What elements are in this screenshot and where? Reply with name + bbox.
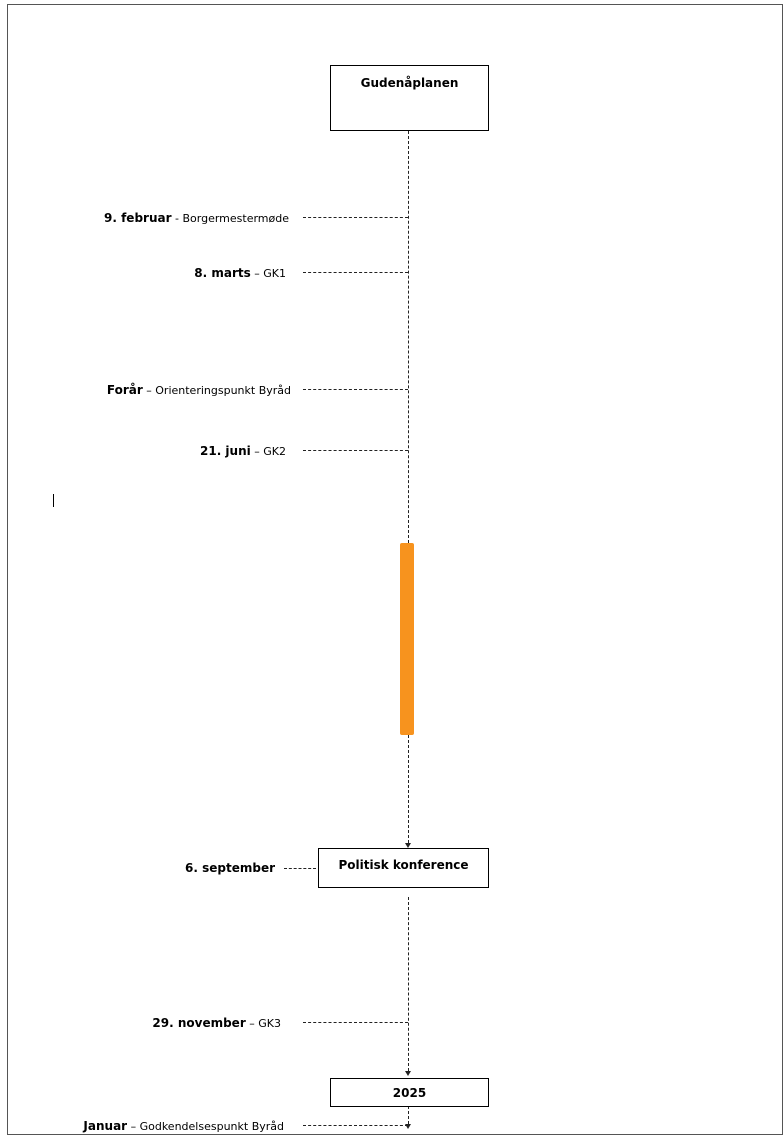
arrow-down-icon	[405, 843, 411, 848]
conference-box: Politisk konference	[318, 848, 489, 888]
event-label: 8. marts – GK1	[194, 266, 286, 280]
event-date: 8. marts	[194, 266, 251, 280]
event-label: 21. juni – GK2	[200, 444, 286, 458]
event-date: 21. juni	[200, 444, 251, 458]
event-separator: –	[250, 267, 264, 280]
timeline-line-top	[408, 131, 409, 543]
event-date: Forår	[106, 383, 143, 397]
timeline-line-lower	[408, 897, 409, 1071]
text-cursor	[53, 494, 54, 507]
highlight-bar	[400, 543, 414, 735]
event-text: GK2	[263, 445, 286, 458]
title-box-label: Gudenåplanen	[360, 76, 459, 90]
timeline-line-middle	[408, 735, 409, 843]
event-label: Januar – Godkendelsespunkt Byråd	[83, 1119, 284, 1133]
event-separator: –	[142, 384, 156, 397]
event-text: GK3	[258, 1017, 281, 1030]
event-date: 6. september	[185, 861, 275, 875]
event-text: Borgermestermøde	[182, 212, 289, 225]
year-box: 2025	[330, 1078, 489, 1107]
event-connector	[303, 1022, 408, 1023]
event-label: 6. september	[185, 861, 275, 875]
event-date: 9. februar	[104, 211, 172, 225]
conference-box-label: Politisk konference	[338, 858, 469, 872]
event-label: Forår – Orienteringspunkt Byråd	[107, 383, 291, 397]
event-connector	[303, 1125, 408, 1126]
event-connector	[303, 389, 408, 390]
event-connector	[284, 868, 316, 869]
year-box-label: 2025	[392, 1085, 427, 1100]
event-date: 29. november	[152, 1016, 246, 1030]
event-label: 29. november – GK3	[152, 1016, 281, 1030]
page-frame	[7, 4, 783, 1135]
event-separator: -	[171, 212, 183, 225]
event-connector	[303, 272, 408, 273]
event-separator: –	[127, 1120, 140, 1133]
title-box: Gudenåplanen	[330, 65, 489, 131]
event-text: GK1	[263, 267, 286, 280]
timeline-line-bottom	[408, 1101, 409, 1124]
arrow-down-icon	[405, 1071, 411, 1076]
arrow-down-icon	[405, 1124, 411, 1129]
event-label: 9. februar - Borgermestermøde	[104, 211, 289, 225]
event-text: Godkendelsespunkt Byråd	[139, 1120, 284, 1133]
event-connector	[303, 217, 408, 218]
event-separator: –	[245, 1017, 259, 1030]
event-separator: –	[250, 445, 264, 458]
event-text: Orienteringspunkt Byråd	[155, 384, 291, 397]
event-date: Januar	[83, 1119, 128, 1133]
event-connector	[303, 450, 408, 451]
